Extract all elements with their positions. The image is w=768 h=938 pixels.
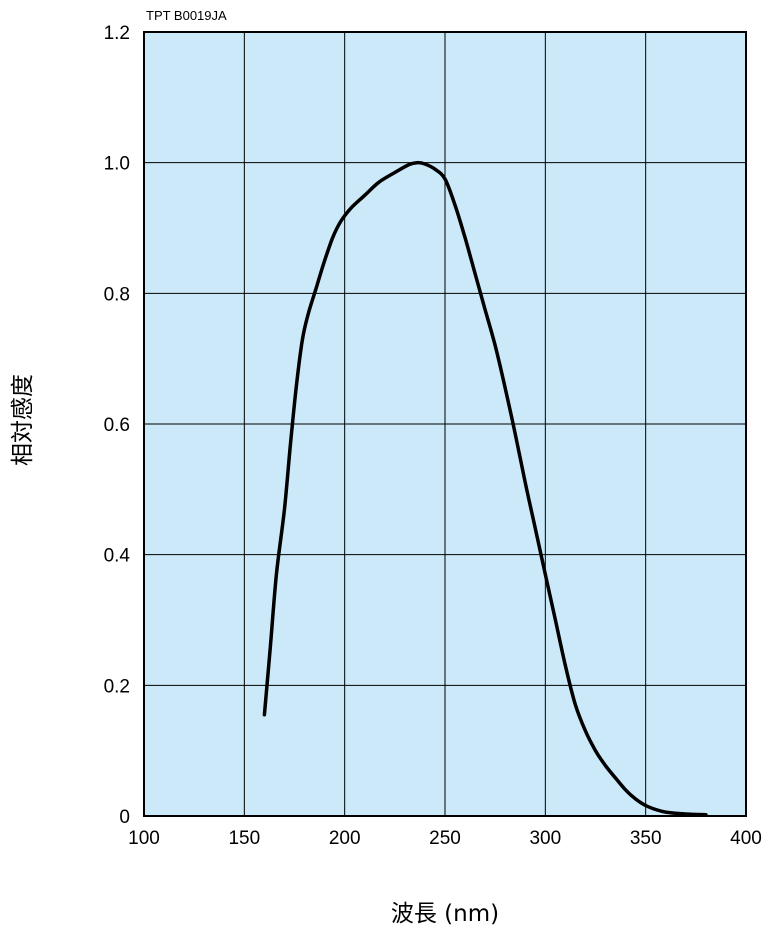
x-axis-label: 波長 (nm) [391,901,499,927]
x-tick-label: 150 [228,828,260,849]
y-tick-label: 0.6 [104,415,130,436]
y-tick-label: 1.0 [104,154,130,175]
x-tick-label: 200 [329,828,361,849]
y-axis-label: 相対感度 [10,374,36,466]
y-tick-labels: 0 0.2 0.4 0.6 0.8 1.0 1.2 [104,23,131,828]
y-tick-label: 0.4 [104,546,131,567]
y-tick-label: 0.8 [104,284,130,305]
x-tick-label: 100 [128,828,160,849]
x-tick-label: 400 [730,828,762,849]
y-tick-label: 0.2 [104,676,130,697]
x-tick-label: 350 [630,828,662,849]
x-tick-labels: 100 150 200 250 300 350 400 [128,828,762,849]
x-tick-label: 250 [429,828,461,849]
y-tick-label: 0 [119,807,130,828]
y-tick-label: 1.2 [104,23,130,44]
series-line-0 [262,160,708,817]
x-tick-label: 300 [529,828,561,849]
chart-code-label: TPT B0019JA [146,8,227,23]
plot-frame [143,31,747,817]
series-layer [262,160,708,817]
grid-lines [144,32,746,816]
